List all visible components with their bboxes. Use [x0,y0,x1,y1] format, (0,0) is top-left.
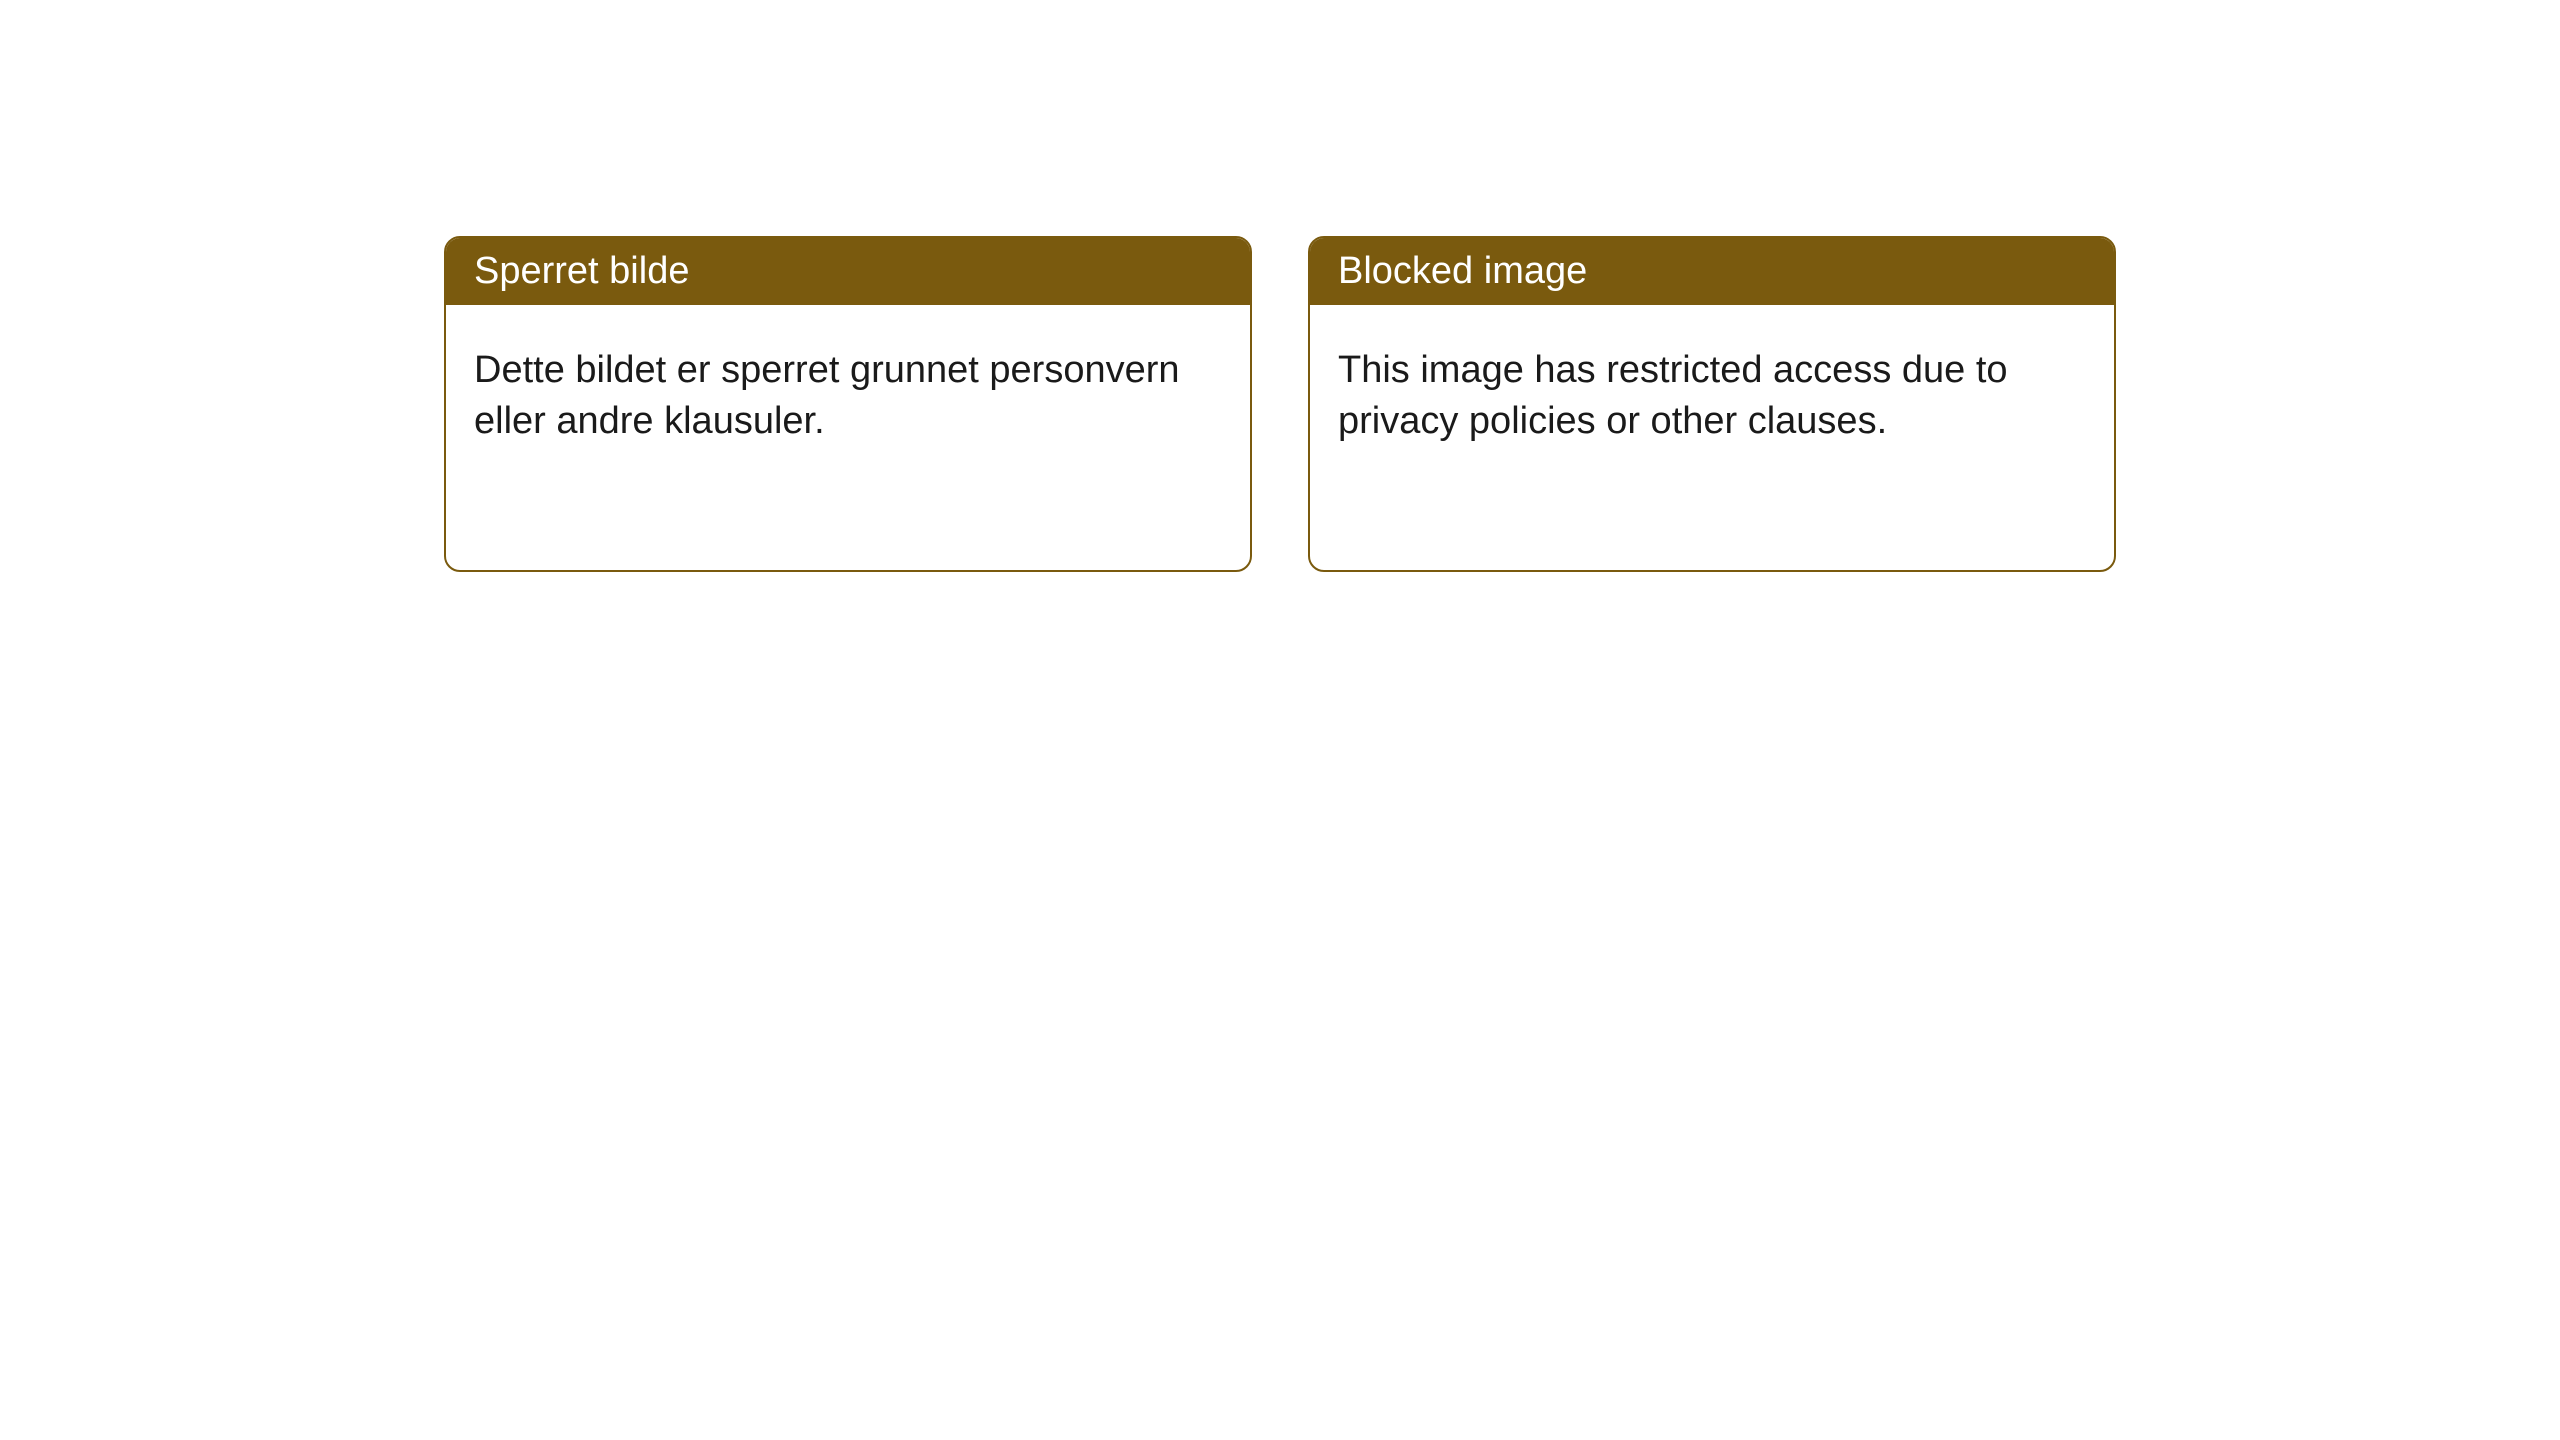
notice-box-norwegian: Sperret bilde Dette bildet er sperret gr… [444,236,1252,572]
notice-body-english: This image has restricted access due to … [1310,305,2114,488]
notice-title-english: Blocked image [1310,238,2114,305]
notice-box-english: Blocked image This image has restricted … [1308,236,2116,572]
notice-body-norwegian: Dette bildet er sperret grunnet personve… [446,305,1250,488]
notice-title-norwegian: Sperret bilde [446,238,1250,305]
notice-container: Sperret bilde Dette bildet er sperret gr… [0,0,2560,572]
